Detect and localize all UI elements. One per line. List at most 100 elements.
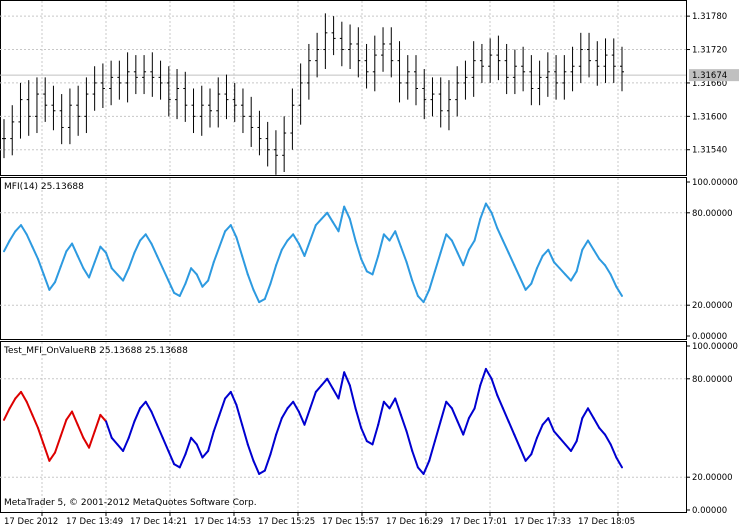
mfi-segment-106 <box>603 264 612 276</box>
price-bar-61 <box>504 43 509 95</box>
custom-segment-3 <box>20 390 28 403</box>
price-bar-44 <box>364 43 369 89</box>
time-label-3: 17 Dec 14:53 <box>194 517 251 527</box>
mfi-segment-41 <box>235 236 244 257</box>
custom-segment-93 <box>530 436 538 456</box>
custom-segment-76 <box>433 420 442 443</box>
custom-segment-101 <box>575 417 584 443</box>
custom-segment-75 <box>428 440 436 462</box>
mfi-segment-93 <box>530 267 538 285</box>
mfi-segment-22 <box>127 251 136 270</box>
custom-segment-58 <box>331 387 340 400</box>
mfi-segment-48 <box>275 248 283 267</box>
mfi-segment-104 <box>592 248 601 260</box>
price-bar-25 <box>208 88 212 128</box>
mfi-segment-64 <box>365 270 374 276</box>
custom-segment-53 <box>303 407 312 426</box>
custom-segment-47 <box>269 433 278 456</box>
custom-segment-83 <box>473 384 482 410</box>
mfi-segment-102 <box>581 239 589 251</box>
custom-segment-19 <box>110 436 119 446</box>
price-bar-55 <box>455 66 460 117</box>
mfi-segment-67 <box>382 233 391 242</box>
price-bar-51 <box>422 69 427 120</box>
custom-segment-89 <box>507 420 516 436</box>
price-bar-32 <box>265 121 270 167</box>
mfi-segment-19 <box>110 267 119 276</box>
custom-segment-97 <box>552 430 561 439</box>
custom-segment-92 <box>524 453 533 462</box>
custom-segment-1 <box>8 397 17 410</box>
price-bar-66 <box>545 52 550 97</box>
mfi-segment-96 <box>547 248 555 264</box>
mfi-segment-8 <box>48 281 57 291</box>
mfi-segment-36 <box>207 261 215 282</box>
price-bar-38 <box>315 32 320 78</box>
custom-segment-61 <box>348 384 357 410</box>
mfi-segment-94 <box>535 254 544 270</box>
mfi-segment-87 <box>496 227 504 242</box>
price-bar-31 <box>257 110 262 156</box>
mfi-segment-16 <box>93 245 102 264</box>
price-bar-62 <box>512 49 517 95</box>
mfi-segment-81 <box>462 248 470 267</box>
time-label-2: 17 Dec 14:21 <box>130 517 187 527</box>
mfi-segment-18 <box>105 251 113 270</box>
price-bar-46 <box>381 27 386 72</box>
time-label-6: 17 Dec 16:29 <box>386 517 443 527</box>
price-bar-15 <box>125 52 130 103</box>
custom-segment-50 <box>286 400 295 410</box>
price-bar-9 <box>76 85 81 136</box>
price-bar-23 <box>191 88 196 134</box>
price-bar-45 <box>372 35 377 92</box>
mfi-segment-23 <box>133 239 142 254</box>
custom-segment-42 <box>241 423 249 446</box>
time-label-8: 17 Dec 17:33 <box>514 517 571 527</box>
custom-segment-27 <box>156 423 164 439</box>
mfi-segment-105 <box>598 258 606 267</box>
price-bar-69 <box>570 46 575 92</box>
mfi-segment-9 <box>54 265 62 284</box>
custom-segment-6 <box>37 427 45 446</box>
custom-segment-103 <box>586 407 595 420</box>
price-bar-17 <box>142 55 147 95</box>
price-bar-65 <box>537 60 542 106</box>
custom-segment-48 <box>275 417 283 436</box>
price-panel-frame <box>0 0 687 176</box>
custom-segment-88 <box>501 407 510 423</box>
price-bar-12 <box>100 63 105 108</box>
custom-segment-2 <box>14 390 23 400</box>
custom-segment-106 <box>603 433 612 446</box>
custom-segment-14 <box>82 436 91 449</box>
mfi-segment-14 <box>82 267 91 279</box>
custom-segment-87 <box>496 394 504 410</box>
custom-segment-55 <box>314 384 323 393</box>
mfi-segment-63 <box>360 258 368 273</box>
price-bar-8 <box>67 88 72 145</box>
price-bar-3 <box>26 80 31 136</box>
custom-segment-52 <box>297 410 306 426</box>
custom-segment-104 <box>592 417 601 429</box>
mfi-segment-73 <box>416 294 425 304</box>
price-bar-72 <box>595 41 600 86</box>
price-bar-7 <box>59 94 64 145</box>
custom-segment-21 <box>122 436 130 452</box>
mfi-segment-5 <box>31 245 40 260</box>
price-bar-16 <box>133 55 138 95</box>
price-bar-47 <box>389 27 394 78</box>
mfi-segment-52 <box>297 242 306 257</box>
mfi-segment-75 <box>428 270 436 291</box>
custom-segment-43 <box>246 443 255 462</box>
copyright-text: MetaTrader 5, © 2001-2012 MetaQuotes Sof… <box>4 498 257 508</box>
custom-segment-57 <box>326 377 334 390</box>
mfi-segment-62 <box>354 239 363 260</box>
mfi-segment-25 <box>144 233 153 245</box>
custom-segment-69 <box>394 397 402 416</box>
custom-segment-80 <box>456 420 465 436</box>
price-bar-4 <box>34 77 39 134</box>
custom-ytick-label-0: 100.00000 <box>692 342 738 352</box>
custom-segment-13 <box>76 423 85 439</box>
custom-segment-45 <box>258 469 266 475</box>
custom-segment-22 <box>127 420 136 439</box>
